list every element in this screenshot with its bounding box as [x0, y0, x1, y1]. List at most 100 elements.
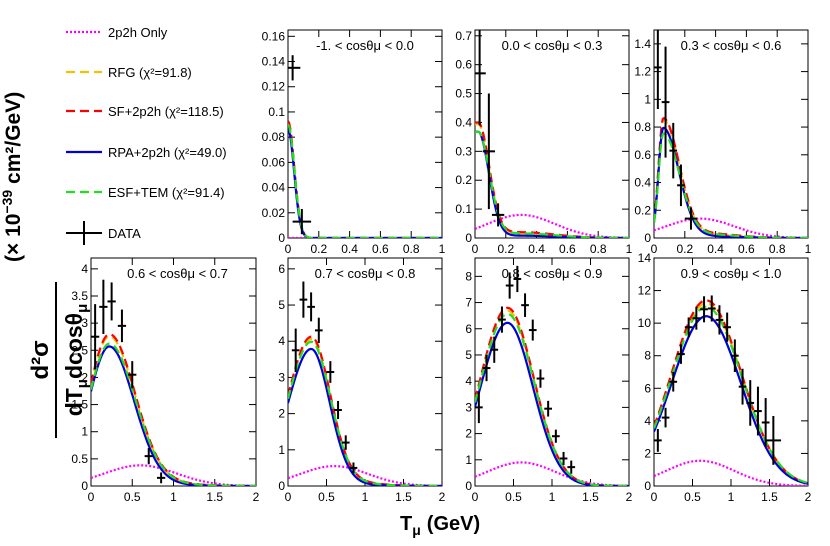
data-point — [567, 460, 576, 474]
legend-item: 2p2h Only — [66, 25, 168, 40]
x-tick-label: 0.4 — [707, 242, 724, 256]
y-tick-label: 2 — [81, 370, 88, 384]
model-curve — [475, 312, 629, 486]
data-point — [99, 279, 108, 334]
y-tick-label: 0 — [644, 479, 651, 493]
y-tick-label: 0.6 — [455, 58, 472, 72]
panel-title: 0.8 < cosθμ < 0.9 — [502, 266, 603, 281]
legend-label: DATA — [108, 226, 141, 241]
data-point — [482, 93, 496, 210]
x-tick-label: 0 — [285, 242, 292, 256]
y-tick-label: 0.5 — [71, 452, 88, 466]
y-tick-label: 0.5 — [455, 87, 472, 101]
y-title-den-sub1: μ — [74, 379, 91, 388]
x-tick-label: 0.2 — [310, 242, 327, 256]
x-tick-label: 0 — [651, 490, 658, 504]
y-tick-label: 0.1 — [455, 202, 472, 216]
data-point — [299, 281, 308, 318]
data-point — [475, 391, 483, 424]
y-tick-label: 0.14 — [262, 55, 286, 69]
model-curve — [654, 302, 808, 485]
y-tick-label: 0 — [465, 479, 472, 493]
data-point — [288, 55, 301, 81]
x-tick-label: 2 — [626, 490, 633, 504]
x-tick-label: 1 — [362, 490, 369, 504]
data-point — [107, 282, 116, 321]
y-tick-label: 1.2 — [634, 65, 651, 79]
data-point — [505, 272, 514, 299]
x-tick-label: 0.4 — [341, 242, 358, 256]
panel-frame — [287, 257, 443, 487]
curves — [475, 306, 629, 486]
x-tick-label: 1 — [626, 242, 633, 256]
x-tick-label: 0 — [88, 490, 95, 504]
y-tick-label: 3 — [278, 370, 285, 384]
y-tick-label: 1.4 — [634, 37, 651, 51]
model-curve — [475, 461, 629, 486]
legend-label: 2p2h Only — [108, 25, 168, 40]
model-curve — [654, 132, 808, 238]
x-tick-label: 0.5 — [684, 490, 701, 504]
y-tick-label: 1.5 — [71, 398, 88, 412]
data-point — [765, 415, 782, 465]
y-tick-label: 0.2 — [455, 173, 472, 187]
y-tick-label: 4 — [81, 262, 88, 276]
x-tick-label: 1 — [170, 490, 177, 504]
x-tick-label: 0.2 — [497, 242, 514, 256]
curves — [475, 121, 629, 238]
panel-title: 0.9 < cosθμ < 1.0 — [681, 266, 782, 281]
panel: 0 0.2 0.4 0.6 0.8 1 0 0.1 0.2 0.3 0.4 0.5 0.6 0.7 0.0 … — [455, 29, 633, 256]
x-tick-label: 0.5 — [505, 490, 522, 504]
data-points — [654, 30, 698, 230]
model-curve — [654, 459, 808, 486]
y-tick-label: 14 — [638, 251, 652, 265]
x-tick-label: 0.6 — [738, 242, 755, 256]
y-tick-label: 6 — [465, 322, 472, 336]
data-points — [91, 279, 166, 484]
panel: 0 0.5 1 1.5 2 0 1 2 3 4 5 6 7 8 0.8 < cosθμ < 0.9 — [465, 257, 633, 504]
y-tick-label: 3 — [81, 316, 88, 330]
data-point — [326, 361, 335, 383]
y-tick-label: 0.2 — [634, 203, 651, 217]
data-point — [707, 295, 716, 322]
data-point — [521, 293, 529, 317]
y-tick-label: 1 — [278, 443, 285, 457]
x-title-unit: (GeV) — [427, 513, 480, 535]
legend-label: RFG (χ²=91.8) — [108, 65, 192, 80]
y-tick-label: 0.04 — [262, 181, 286, 195]
data-point — [661, 46, 670, 158]
x-tick-label: 0.5 — [318, 490, 335, 504]
y-tick-label: 3 — [465, 400, 472, 414]
model-curve — [288, 337, 442, 486]
x-tick-label: 2 — [805, 490, 812, 504]
panel-frame — [653, 29, 809, 239]
data-point — [291, 328, 300, 372]
y-tick-label: 0.7 — [455, 29, 472, 43]
data-point — [349, 462, 358, 474]
y-title-den-mid: dcosθ — [61, 313, 87, 379]
legend: 2p2h Only RFG (χ²=91.8) SF+2p2h (χ²=118.5)… — [66, 25, 227, 245]
panel-frame — [653, 257, 809, 487]
curves — [288, 120, 442, 238]
data-point — [314, 317, 323, 344]
y-tick-label: 4 — [278, 334, 285, 348]
data-point — [746, 380, 755, 426]
panel-title: -1. < cosθμ < 0.0 — [316, 38, 414, 53]
x-tick-label: 0.4 — [528, 242, 545, 256]
x-tick-label: 0.8 — [403, 242, 420, 256]
y-tick-label: 0.16 — [262, 29, 286, 43]
curves — [91, 333, 256, 486]
panel: 0 0.5 1 1.5 2 0 0.5 1 1.5 2 2.5 3 3.5 4 0.6 < cosθμ < … — [71, 257, 260, 504]
x-tick-label: 0.8 — [769, 242, 786, 256]
x-tick-label: 0 — [472, 490, 479, 504]
data-point — [157, 472, 166, 484]
model-curve — [91, 345, 256, 486]
panel-frame — [90, 257, 257, 487]
x-tick-label: 0.6 — [372, 242, 389, 256]
y-tick-label: 8 — [465, 269, 472, 283]
model-curve — [91, 335, 256, 486]
y-tick-label: 5 — [278, 298, 285, 312]
legend-item: RFG (χ²=91.8) — [66, 65, 192, 80]
y-tick-label: 0.08 — [262, 130, 286, 144]
